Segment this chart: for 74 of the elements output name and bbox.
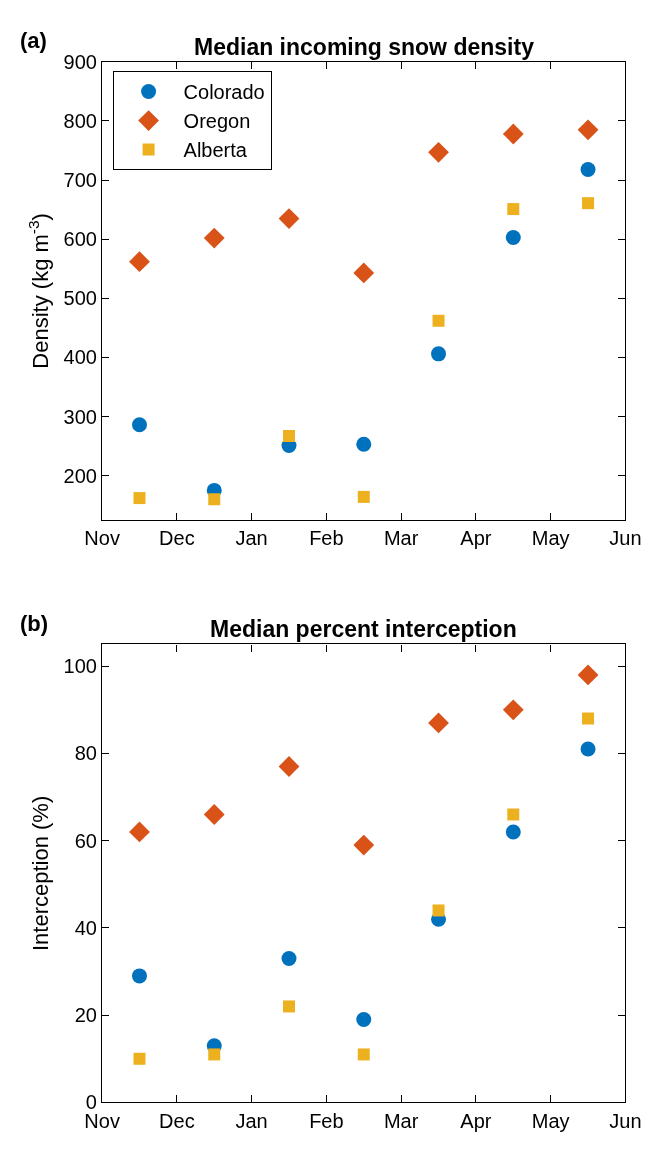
x-tick-label: Jun [609,527,642,550]
text: (b) [20,611,49,636]
point [432,904,445,917]
x-tick-label: Mar [383,527,419,550]
point [577,119,599,141]
point [281,950,297,966]
y-tick-label: 700 [63,169,97,192]
y-tick-label: 100 [63,655,97,678]
point [582,712,595,725]
text: (a) [20,28,47,53]
x-tick-label: Apr [460,527,492,550]
point [428,141,449,163]
point [580,161,596,177]
point [129,251,150,273]
y-tick-label: 600 [63,228,97,251]
point [432,314,445,327]
x-tick-label: Apr [460,1109,492,1132]
y-tick-label: 80 [74,742,97,765]
point [580,741,596,757]
point [357,490,370,503]
legend-label: Colorado [183,81,265,104]
y-tick-label: 200 [63,464,97,487]
x-tick-label: Dec [159,1109,195,1132]
point [133,492,146,505]
point [356,1012,372,1028]
x-tick-label: Mar [383,1109,419,1132]
point [133,1052,146,1065]
point [507,808,520,821]
point [203,804,225,825]
point [505,229,521,245]
y-tick-label: 300 [63,405,97,428]
y-tick-label: 20 [74,1004,97,1027]
point [577,664,599,686]
point [278,208,300,229]
point [582,197,595,210]
x-tick-label: Feb [309,527,344,550]
point [278,756,300,777]
legend-label: Alberta [183,139,248,162]
y-tick-label: 40 [74,916,97,939]
point [428,712,449,734]
point [353,262,375,284]
legend-label: Oregon [183,110,251,133]
x-tick-label: Nov [84,527,120,550]
y-tick-label: 60 [74,829,97,852]
point [507,203,520,216]
point [208,1048,221,1061]
point [129,821,150,843]
point [357,1048,370,1061]
y-tick-label: 400 [63,346,97,369]
point [283,430,295,443]
x-tick-label: May [531,527,570,550]
y-axis-title: Interception (%) [28,795,54,952]
y-tick-label: 800 [63,110,97,132]
chart-title: Median percent interception [210,616,517,642]
point [502,699,524,721]
point [431,346,447,362]
y-tick-label: 900 [63,50,97,73]
point [208,493,221,506]
x-tick-label: Feb [309,1109,344,1132]
point [131,417,147,433]
x-tick-label: Jun [609,1109,642,1132]
x-tick-label: Dec [159,527,195,550]
point [502,123,524,145]
x-tick-label: May [531,1109,570,1132]
point [353,834,375,856]
y-tick-label: 500 [63,287,97,310]
point [356,436,372,452]
x-tick-label: Jan [235,527,268,550]
point [283,1000,295,1013]
point [203,227,225,249]
point [505,824,521,840]
chart-title: Median incoming snow density [194,34,535,60]
x-tick-label: Jan [235,1109,268,1132]
point [131,968,147,984]
